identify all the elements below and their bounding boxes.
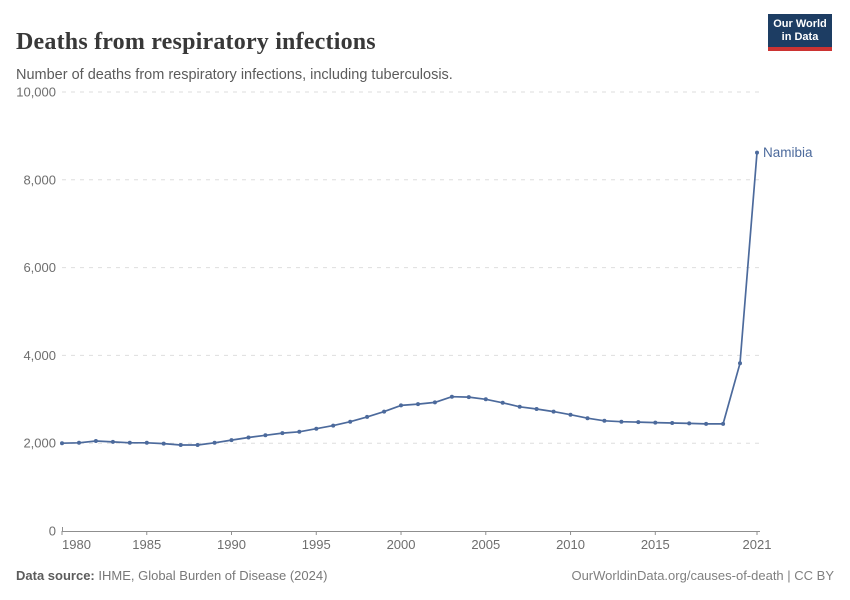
y-axis-tick-label: 6,000 bbox=[23, 260, 56, 275]
data-point-marker bbox=[382, 409, 387, 414]
data-point-marker bbox=[246, 435, 251, 440]
x-axis-tick-label: 2021 bbox=[743, 537, 772, 552]
data-point-marker bbox=[263, 433, 268, 438]
y-axis-tick-label: 0 bbox=[49, 524, 56, 539]
data-point-marker bbox=[602, 418, 607, 423]
footer-source-text: IHME, Global Burden of Disease (2024) bbox=[94, 568, 328, 583]
y-axis-tick-label: 10,000 bbox=[16, 85, 56, 100]
owid-logo-line1: Our World bbox=[773, 18, 827, 30]
footer-source: Data source: IHME, Global Burden of Dise… bbox=[16, 568, 327, 583]
data-point-marker bbox=[365, 414, 370, 419]
data-point-marker bbox=[517, 404, 522, 409]
data-point-marker bbox=[636, 420, 641, 425]
data-point-marker bbox=[432, 400, 437, 405]
data-point-marker bbox=[568, 412, 573, 417]
data-point-marker bbox=[195, 443, 200, 447]
owid-logo-line2: in Data bbox=[781, 30, 819, 43]
y-axis-tick-label: 8,000 bbox=[23, 172, 56, 187]
data-point-marker bbox=[585, 416, 590, 421]
x-axis-tick-label: 2005 bbox=[471, 537, 500, 552]
x-axis-tick-label: 1995 bbox=[302, 537, 331, 552]
x-axis-tick-label: 1980 bbox=[62, 537, 91, 552]
data-point-marker bbox=[500, 400, 505, 405]
x-axis-tick-label: 1985 bbox=[132, 537, 161, 552]
chart-subtitle: Number of deaths from respiratory infect… bbox=[16, 66, 453, 83]
data-point-marker bbox=[212, 440, 217, 445]
x-axis-tick-label: 2000 bbox=[387, 537, 416, 552]
data-point-marker bbox=[93, 439, 98, 443]
page-title: Deaths from respiratory infections bbox=[16, 29, 376, 56]
data-point-marker bbox=[755, 150, 759, 155]
data-point-marker bbox=[721, 421, 726, 426]
data-point-marker bbox=[687, 421, 692, 426]
data-point-marker bbox=[178, 443, 183, 447]
data-point-marker bbox=[619, 419, 624, 424]
data-point-marker bbox=[127, 440, 132, 445]
data-point-marker bbox=[466, 395, 471, 400]
data-point-marker bbox=[534, 407, 539, 411]
data-point-marker bbox=[331, 423, 336, 428]
owid-logo[interactable]: Our World in Data bbox=[768, 14, 832, 51]
data-point-marker bbox=[280, 431, 285, 436]
data-point-marker bbox=[416, 402, 420, 407]
data-point-marker bbox=[348, 419, 353, 424]
y-axis-tick-label: 2,000 bbox=[23, 436, 56, 451]
data-point-marker bbox=[449, 394, 454, 399]
x-axis-tick-label: 2010 bbox=[556, 537, 585, 552]
data-point-marker bbox=[297, 429, 302, 434]
footer-source-label: Data source: bbox=[16, 568, 95, 583]
x-axis-tick-label: 1990 bbox=[217, 537, 246, 552]
series-end-label[interactable]: Namibia bbox=[763, 145, 813, 160]
data-point-marker bbox=[229, 438, 234, 443]
chart-footer: Data source: IHME, Global Burden of Dise… bbox=[16, 568, 834, 583]
data-point-marker bbox=[483, 397, 488, 402]
series-line-namibia[interactable] bbox=[61, 151, 758, 446]
data-point-marker bbox=[77, 440, 81, 445]
data-point-marker bbox=[670, 421, 675, 425]
y-axis-tick-label: 4,000 bbox=[23, 348, 56, 363]
data-point-marker bbox=[110, 439, 115, 444]
data-point-marker bbox=[144, 440, 149, 445]
data-point-marker bbox=[399, 403, 403, 408]
data-point-marker bbox=[704, 421, 709, 426]
data-point-marker bbox=[653, 420, 658, 425]
data-point-marker bbox=[314, 426, 319, 431]
data-point-marker bbox=[738, 361, 742, 366]
footer-license[interactable]: OurWorldinData.org/causes-of-death | CC … bbox=[571, 568, 834, 583]
x-axis-tick-label: 2015 bbox=[641, 537, 670, 552]
data-point-marker bbox=[551, 409, 556, 414]
data-point-marker bbox=[60, 441, 64, 446]
data-point-marker bbox=[161, 441, 166, 446]
